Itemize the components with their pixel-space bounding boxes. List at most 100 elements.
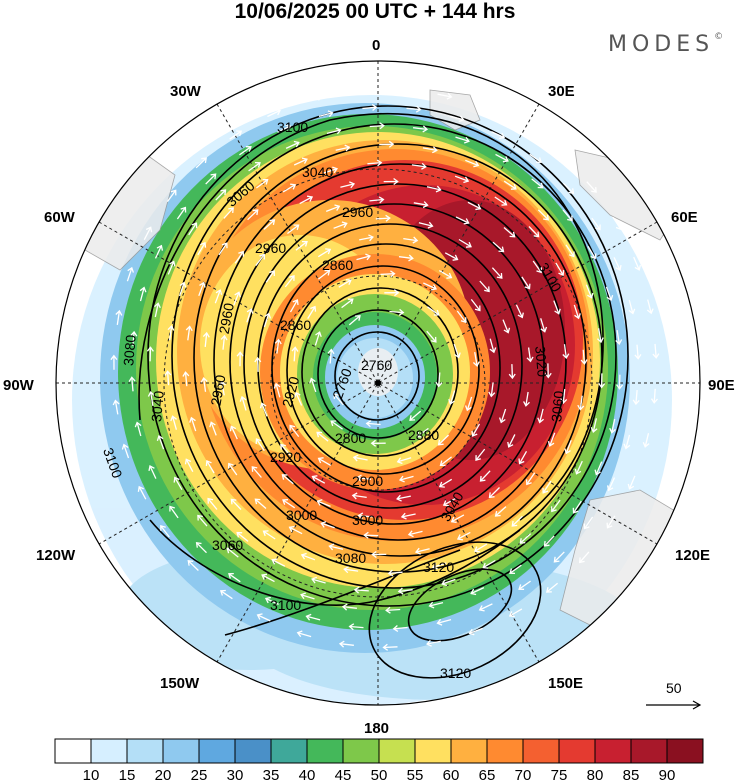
wind-arrowhead (464, 405, 472, 412)
wind-arrowhead (146, 346, 154, 352)
wind-arrow (511, 515, 523, 527)
meridian-labels: 0 180 90W 90E 30W 60W 30E 60E 120W 150W … (3, 37, 735, 737)
wind-arrowhead (115, 309, 123, 316)
wind-arrow (406, 107, 421, 111)
trademark-icon: © (714, 32, 724, 42)
wind-arrowhead (352, 454, 359, 462)
wind-arrowhead (378, 196, 385, 204)
colorbar-box (90, 738, 128, 764)
meridian-label-90w: 90W (3, 377, 35, 394)
wind-arrow (275, 383, 281, 398)
wind-arrowhead (207, 497, 214, 504)
wind-arrow (451, 514, 465, 523)
wind-arrow (457, 531, 471, 540)
wind-arrow (230, 426, 238, 440)
wind-arrowhead (254, 356, 262, 363)
wind-arrowhead (578, 557, 585, 564)
wind-arrow (207, 498, 218, 510)
wind-arrowhead (199, 281, 206, 288)
map-disk: 2760 2760 2800 2860 2860 2880 2920 2920 … (56, 61, 700, 705)
wind-arrow (267, 109, 281, 118)
wind-arrow (150, 391, 154, 407)
reference-vector-label: 50 (666, 680, 682, 696)
wind-arrow (416, 427, 429, 438)
wind-arrowhead (427, 221, 434, 229)
wind-arrowhead (189, 416, 196, 423)
wind-arrow (562, 209, 573, 221)
wind-arrowhead (344, 144, 351, 152)
wind-arrowhead (293, 140, 300, 148)
wind-arrowhead (347, 298, 354, 305)
wind-arrow (418, 222, 433, 227)
wind-arrow (301, 554, 316, 561)
wind-arrow (465, 159, 479, 167)
wind-arrowhead (437, 439, 444, 446)
wind-arrowhead (357, 512, 364, 520)
contour-label: 2860 (322, 257, 353, 273)
wind-arrow (612, 217, 622, 230)
wind-arrowhead (435, 185, 442, 193)
wind-arrowhead (463, 176, 470, 184)
wind-arrowhead (264, 596, 271, 604)
wind-arrow (295, 392, 303, 406)
wind-arrowhead (393, 177, 399, 186)
wind-arrowhead (583, 523, 590, 530)
wind-arrow (369, 124, 384, 128)
wind-arrowhead (288, 525, 295, 533)
wind-arrow (389, 310, 404, 314)
wind-arrowhead (274, 338, 282, 345)
wind-arrowhead (349, 181, 356, 189)
wind-arrowhead (368, 234, 374, 242)
wind-arrowhead (317, 457, 324, 464)
wind-arrow (437, 618, 452, 624)
wind-arrow (323, 168, 338, 174)
wind-arrow (383, 646, 398, 649)
wind-arrowhead (606, 522, 613, 529)
wind-arrowhead (567, 215, 573, 222)
wind-arrowhead (187, 560, 194, 566)
wind-arrow (455, 136, 470, 142)
wind-arrow (605, 286, 612, 301)
wind-arrow (554, 150, 567, 161)
wind-arrowhead (256, 613, 263, 620)
wind-arrowhead (320, 521, 327, 528)
wind-arrow (653, 388, 656, 403)
wind-arrowhead (470, 588, 477, 596)
wind-arrowhead (540, 326, 548, 333)
colorbar: 10 15 20 25 30 35 40 45 50 55 60 65 70 75 80 85 90 (54, 738, 704, 782)
wind-arrowhead (182, 371, 190, 377)
wind-arrowhead (397, 587, 404, 595)
colorbar-label: 90 (659, 767, 676, 782)
wind-arrow (625, 434, 631, 449)
colorbar-box (54, 738, 92, 764)
wind-arrowhead (353, 586, 360, 594)
wind-arrowhead (148, 465, 155, 472)
wind-arrowhead (498, 246, 505, 253)
wind-arrow (116, 310, 121, 325)
wind-arrow (544, 535, 555, 547)
wind-arrowhead (185, 325, 193, 332)
wind-arrowhead (616, 384, 624, 390)
wind-arrow (261, 403, 268, 417)
wind-arrow (333, 222, 347, 229)
wind-arrowhead (254, 498, 261, 505)
wind-arrow (184, 372, 188, 387)
wind-arrow (415, 548, 430, 553)
wind-arrowhead (300, 552, 307, 560)
colorbar-box (378, 738, 416, 764)
wind-arrowhead (289, 424, 296, 431)
wind-arrowhead (543, 214, 549, 221)
wind-arrow (261, 574, 275, 583)
wind-arrow (206, 460, 215, 474)
wind-arrow (453, 343, 460, 358)
wind-arrowhead (170, 415, 177, 422)
wind-arrow (480, 470, 491, 482)
wind-arrowhead (615, 264, 622, 271)
wind-arrowhead (290, 183, 297, 190)
colorbar-box (522, 738, 560, 764)
wind-arrowhead (430, 284, 437, 291)
wind-arrow (204, 332, 208, 347)
wind-arrow (307, 306, 316, 319)
wind-arrow (575, 460, 583, 475)
wind-fill-jet (100, 103, 630, 653)
